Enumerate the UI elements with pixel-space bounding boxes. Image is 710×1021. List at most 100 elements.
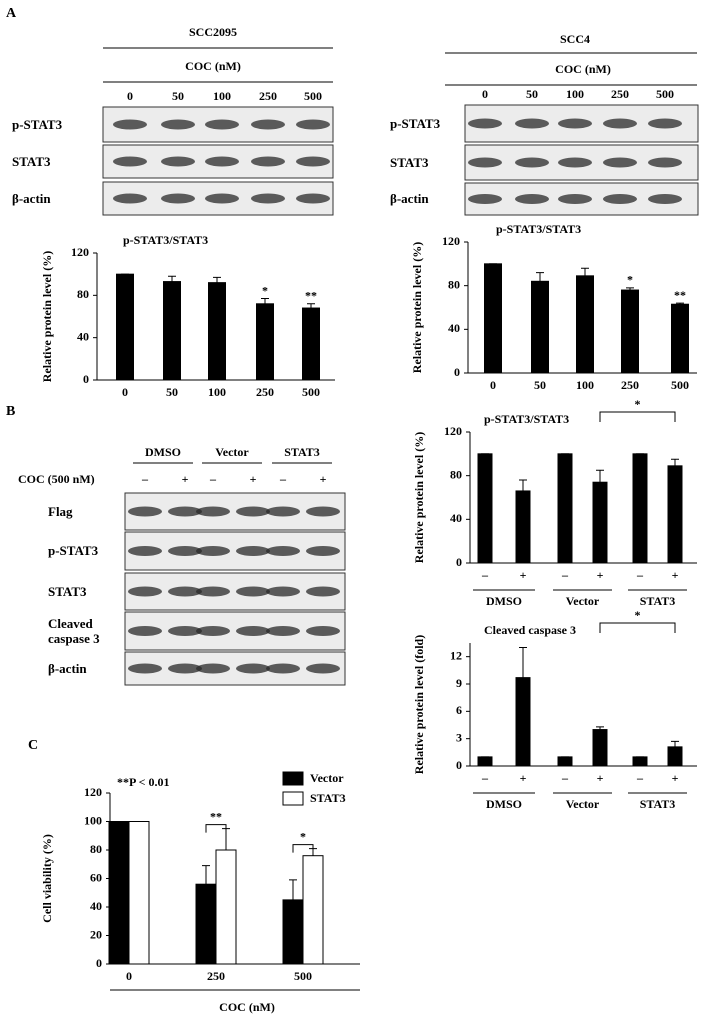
error-bar (168, 275, 176, 282)
bar (116, 273, 134, 381)
blot-band (128, 506, 162, 517)
blot-row-label: Flag (48, 503, 73, 519)
panel-label: A (6, 6, 17, 21)
lane-label: + (250, 472, 257, 486)
blot-band (468, 157, 502, 168)
blot-band (648, 118, 682, 129)
group-label: DMSO (145, 445, 181, 459)
blot-band (128, 586, 162, 597)
bar (632, 756, 648, 767)
blot-band (266, 663, 300, 674)
blot-band (161, 193, 195, 204)
significance-bracket (205, 824, 227, 833)
x-tick-label: – (481, 568, 489, 582)
significance: ** (210, 809, 222, 823)
blot-row-label: STAT3 (12, 153, 51, 169)
blot-band (266, 626, 300, 636)
blot-band (306, 626, 340, 636)
x-tick-label: 500 (671, 378, 689, 392)
chart-title: p-STAT3/STAT3 (123, 233, 208, 247)
bar (557, 756, 573, 767)
blot-band (296, 193, 330, 204)
blot-band (515, 157, 549, 168)
bar (195, 883, 217, 965)
y-axis-label: Relative protein level (%) (410, 242, 424, 373)
y-axis-label: Relative protein level (%) (412, 432, 426, 563)
blot-band (251, 193, 285, 204)
bar (592, 481, 608, 564)
bar (302, 855, 324, 965)
y-tick-label: 40 (450, 511, 462, 525)
blot-row-label: β-actin (12, 190, 51, 206)
y-tick-label: 12 (450, 648, 462, 662)
blot-band (161, 119, 195, 130)
significance-bracket (292, 844, 314, 853)
bar (632, 453, 648, 564)
legend-swatch (282, 791, 304, 806)
blot-band (113, 119, 147, 130)
y-tick-label: 60 (90, 870, 102, 884)
blot-band (648, 157, 682, 168)
lane-label: 250 (259, 89, 277, 103)
x-tick-label: + (520, 771, 527, 785)
error-bar (536, 272, 544, 282)
x-tick-label: 250 (256, 385, 274, 399)
lane-label: 100 (566, 87, 584, 101)
group-label: STAT3 (640, 594, 676, 608)
lane-label: 50 (526, 87, 538, 101)
significance-bracket (599, 622, 676, 633)
blot-band (168, 546, 202, 556)
blot-band (196, 626, 230, 636)
blot-title: SCC2095 (189, 25, 237, 39)
x-tick-label: 50 (534, 378, 546, 392)
bar (671, 303, 689, 374)
y-tick-label: 40 (90, 899, 102, 913)
x-tick-label: 50 (166, 385, 178, 399)
blot-band (296, 156, 330, 167)
x-tick-label: 500 (294, 969, 312, 983)
error-bar (519, 479, 527, 491)
blot-band (251, 156, 285, 167)
error-bar (213, 276, 221, 283)
blot-band (306, 506, 340, 517)
blot-band (468, 194, 502, 204)
bar (667, 746, 683, 767)
x-tick-label: 250 (621, 378, 639, 392)
error-bar (289, 879, 297, 900)
x-tick-label: 250 (207, 969, 225, 983)
blot-row-label: p-STAT3 (12, 116, 63, 132)
legend-label: STAT3 (310, 791, 346, 805)
error-bar (596, 726, 604, 730)
blot-band (196, 546, 230, 556)
panel-label: B (6, 404, 16, 419)
blot-band (306, 546, 340, 556)
y-tick-label: 120 (444, 424, 462, 438)
significance: ** (674, 288, 686, 302)
group-label: DMSO (486, 594, 522, 608)
blot-band (266, 546, 300, 556)
error-bar (671, 458, 679, 466)
x-tick-label: 0 (490, 378, 496, 392)
x-tick-label: 100 (208, 385, 226, 399)
y-tick-label: 3 (456, 730, 462, 744)
significance: * (635, 608, 641, 622)
error-bar (626, 287, 634, 291)
bar (302, 307, 320, 381)
lane-label: 500 (656, 87, 674, 101)
x-tick-label: – (636, 771, 644, 785)
y-tick-label: 80 (450, 467, 462, 481)
x-tick-label: 500 (302, 385, 320, 399)
treatment-label: COC (nM) (555, 62, 611, 76)
lane-label: 250 (611, 87, 629, 101)
x-tick-label: + (597, 568, 604, 582)
legend-swatch (282, 771, 304, 786)
bar (108, 821, 130, 965)
blot-band (306, 586, 340, 597)
blot-band (558, 194, 592, 204)
significance: * (627, 273, 633, 287)
blot-band (168, 663, 202, 674)
lane-label: + (320, 472, 327, 486)
blot-band (113, 156, 147, 167)
error-bar (307, 303, 315, 309)
